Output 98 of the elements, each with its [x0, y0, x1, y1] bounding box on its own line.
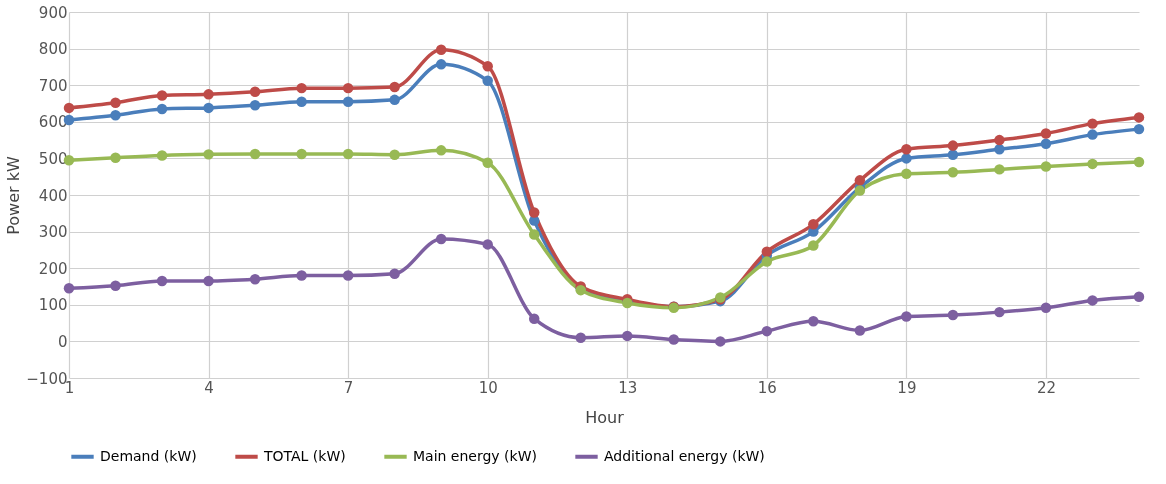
point	[435, 233, 447, 245]
y-tick-label: 400	[38, 186, 68, 205]
point	[296, 96, 307, 107]
point	[63, 102, 75, 114]
legend-label: Additional energy (kW)	[604, 447, 765, 464]
point	[901, 168, 912, 180]
point	[947, 140, 959, 151]
point	[296, 82, 307, 94]
point	[435, 59, 447, 70]
y-tick-label: 900	[38, 3, 68, 22]
point	[901, 144, 912, 155]
point	[63, 283, 75, 294]
point	[575, 332, 586, 343]
point	[528, 207, 540, 218]
point	[1087, 129, 1098, 140]
x-tick-label: 4	[204, 378, 214, 397]
point	[947, 167, 959, 178]
x-tick-label: 16	[757, 378, 777, 397]
point	[1040, 302, 1052, 313]
point	[156, 90, 168, 101]
point	[203, 149, 214, 160]
point	[110, 97, 121, 108]
point	[249, 148, 261, 160]
point	[1087, 158, 1098, 170]
point	[435, 145, 447, 156]
point	[1040, 128, 1052, 139]
point	[761, 256, 773, 267]
point	[482, 157, 493, 169]
point	[808, 316, 819, 327]
point	[342, 148, 354, 160]
y-tick-label: 100	[38, 296, 68, 315]
point	[1087, 295, 1098, 306]
point	[110, 109, 121, 121]
point	[1087, 118, 1098, 129]
point	[901, 311, 912, 322]
point	[203, 89, 214, 100]
point	[156, 103, 168, 115]
point	[1133, 291, 1145, 302]
point	[203, 275, 214, 287]
y-tick-label: 200	[38, 259, 68, 278]
legend-label: Demand (kW)	[100, 447, 197, 464]
point	[110, 152, 121, 163]
x-tick-label: 7	[343, 378, 354, 397]
point	[947, 149, 959, 160]
x-tick-label: 13	[618, 378, 638, 397]
point	[761, 325, 773, 337]
point	[482, 60, 493, 72]
point	[389, 94, 400, 106]
point	[854, 175, 866, 186]
point	[482, 75, 493, 87]
point	[249, 273, 261, 285]
point	[854, 325, 866, 336]
point	[994, 306, 1005, 318]
point	[110, 280, 121, 291]
x-tick-label: 22	[1036, 378, 1056, 397]
point	[482, 239, 493, 250]
point	[1133, 112, 1145, 123]
point	[901, 153, 912, 164]
x-axis-title: Hour	[585, 407, 625, 427]
point	[249, 86, 261, 98]
point	[296, 270, 307, 281]
y-tick-label: 800	[38, 40, 68, 59]
legend-label: TOTAL (kW)	[263, 447, 346, 464]
point	[249, 100, 261, 111]
point	[808, 219, 819, 230]
point	[528, 313, 540, 324]
point	[1133, 156, 1145, 168]
point	[296, 148, 307, 160]
y-tick-label: 0	[57, 332, 68, 351]
point	[808, 240, 819, 251]
point	[994, 144, 1005, 155]
point	[528, 229, 540, 240]
point	[761, 246, 773, 257]
point	[435, 44, 447, 55]
point	[156, 275, 168, 287]
point	[994, 134, 1005, 146]
point	[342, 270, 354, 281]
x-tick-label: 10	[478, 378, 498, 397]
point	[1040, 161, 1052, 172]
y-tick-label: 700	[38, 76, 68, 95]
point	[156, 150, 168, 161]
x-tick-label: 19	[897, 378, 917, 397]
point	[947, 309, 959, 321]
point	[389, 149, 400, 160]
legend-label: Main energy (kW)	[413, 447, 537, 464]
point	[389, 268, 400, 279]
point	[342, 96, 354, 107]
point	[1133, 123, 1145, 135]
point	[668, 334, 680, 345]
point	[389, 81, 400, 93]
point	[342, 82, 354, 94]
point	[203, 102, 214, 114]
y-axis-title: Power kW	[4, 156, 24, 235]
y-tick-label: 300	[38, 223, 68, 242]
point	[715, 336, 726, 347]
point	[622, 330, 633, 342]
point	[1040, 138, 1052, 149]
point	[994, 164, 1005, 175]
